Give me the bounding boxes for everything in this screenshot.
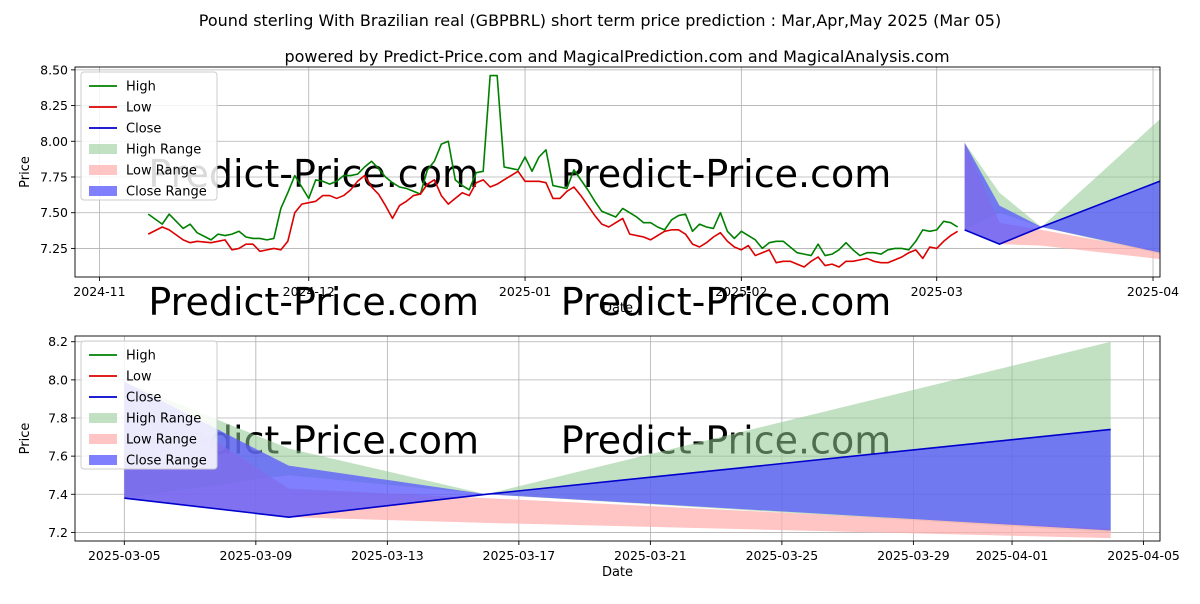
top-plot-frame <box>74 66 1161 278</box>
close-range-band <box>124 381 1111 531</box>
top-plot-content <box>147 74 1160 268</box>
bottom-chart-panel: Predict-Price.comPredict-Price.com2025-0… <box>18 334 1180 580</box>
top-x-tick-label: 2024-11 <box>73 284 125 299</box>
bottom-x-tick-label: 2025-04-05 <box>1107 548 1180 563</box>
legend-label-close-range: Close Range <box>126 185 207 200</box>
legend-label-close-range: Close Range <box>126 454 207 469</box>
bottom-y-tick-label: 7.2 <box>48 525 68 540</box>
legend-swatch-close-range <box>89 455 117 465</box>
watermark-text: Predict-Price.com <box>561 280 892 324</box>
legend-label-low: Low <box>126 101 152 116</box>
chart-title: Pound sterling With Brazilian real (GBPB… <box>199 11 1001 30</box>
legend-swatch-low-range <box>89 165 117 175</box>
bottom-x-tick-label: 2025-03-17 <box>483 548 556 563</box>
top-x-tick-label: 2025-04 <box>1127 284 1179 299</box>
legend-swatch-high-range <box>89 413 117 423</box>
top-x-tick-label: 2025-02 <box>715 284 767 299</box>
bottom-y-tick-label: 7.4 <box>48 487 68 502</box>
bottom-x-tick-label: 2025-03-29 <box>877 548 950 563</box>
bottom-x-tick-label: 2025-04-01 <box>976 548 1049 563</box>
close-forecast-line <box>964 180 1160 245</box>
top-x-axis-label: Date <box>602 301 633 316</box>
bottom-y-tick-label: 7.8 <box>48 411 68 426</box>
watermark-text: Predict-Price.com <box>561 152 892 196</box>
top-y-tick-label: 7.50 <box>40 205 68 220</box>
legend-swatch-low-range <box>89 434 117 444</box>
close-forecast-line <box>124 428 1111 518</box>
legend-label-close: Close <box>126 391 161 406</box>
top-y-tick-label: 8.25 <box>40 98 68 113</box>
top-y-tick-label: 8.00 <box>40 134 68 149</box>
top-x-tick-label: 2025-01 <box>499 284 551 299</box>
bottom-x-axis-label: Date <box>602 565 633 580</box>
legend-swatch-high-range <box>89 144 117 154</box>
legend-label-high-range: High Range <box>126 412 201 427</box>
legend-label-high-range: High Range <box>126 143 201 158</box>
legend-label-close: Close <box>126 122 161 137</box>
bottom-x-tick-label: 2025-03-21 <box>614 548 687 563</box>
legend-label-high: High <box>126 349 156 364</box>
bottom-y-tick-label: 8.0 <box>48 372 68 387</box>
top-y-tick-label: 7.25 <box>40 241 68 256</box>
watermark-text: Predict-Price.com <box>148 280 479 324</box>
bottom-x-tick-label: 2025-03-05 <box>88 548 161 563</box>
bottom-x-tick-label: 2025-03-13 <box>351 548 424 563</box>
legend-swatch-close-range <box>89 186 117 196</box>
bottom-y-axis-label: Price <box>18 423 33 455</box>
bottom-y-tick-label: 7.6 <box>48 449 68 464</box>
top-y-axis-label: Price <box>18 156 33 188</box>
low-series-line <box>147 170 959 268</box>
high-series-line <box>147 74 959 257</box>
legend-label-high: High <box>126 80 156 95</box>
top-y-tick-label: 8.50 <box>40 62 68 77</box>
top-chart-panel: Predict-Price.com Predict-Price.com Predic… <box>18 62 1179 324</box>
bottom-x-tick-label: 2025-03-25 <box>746 548 819 563</box>
bottom-plot-frame <box>74 335 1161 542</box>
legend-label-low: Low <box>126 370 152 385</box>
top-y-tick-label: 7.75 <box>40 170 68 185</box>
bottom-plot-content <box>124 341 1111 539</box>
close-range-band <box>964 142 1160 253</box>
top-x-tick-label: 2024-12 <box>283 284 335 299</box>
legend-label-low-range: Low Range <box>126 164 197 179</box>
bottom-y-tick-label: 8.2 <box>48 334 68 349</box>
legend-label-low-range: Low Range <box>126 433 197 448</box>
chart-subtitle: powered by Predict-Price.com and Magical… <box>284 47 949 66</box>
bottom-x-tick-label: 2025-03-09 <box>220 548 293 563</box>
top-x-tick-label: 2025-03 <box>911 284 963 299</box>
